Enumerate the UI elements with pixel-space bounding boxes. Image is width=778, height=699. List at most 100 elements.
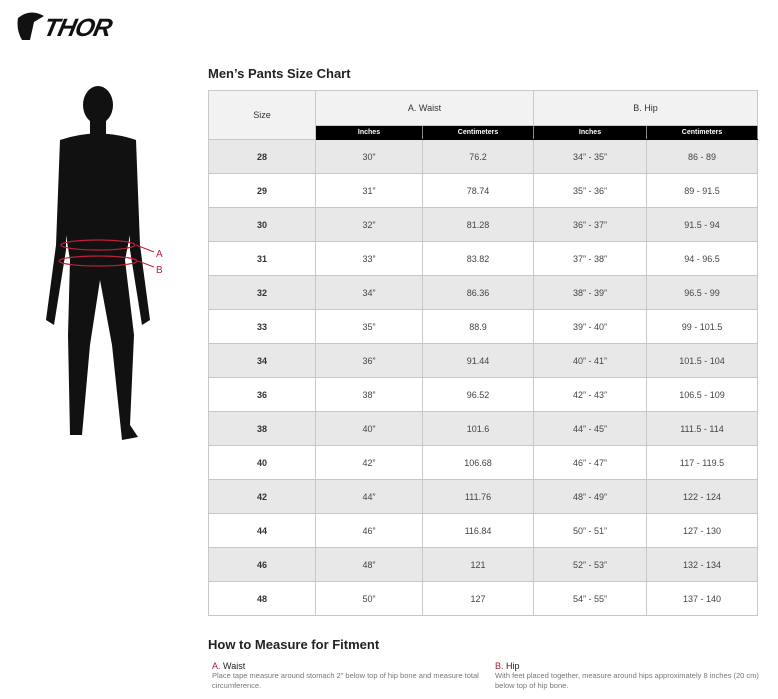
table-cell: 89 - 91.5 [646,173,758,208]
table-cell: 50” - 51” [533,513,647,548]
table-cell: 86 - 89 [646,139,758,174]
table-cell: 33” [315,241,423,276]
table-cell: 44” [315,479,423,514]
table-row: 36 38” 96.52 42” - 43” 106.5 - 109 [208,377,758,412]
table-cell: 121 [422,547,534,582]
table-cell: 76.2 [422,139,534,174]
table-cell: 101.6 [422,411,534,446]
marker-a: A [156,249,163,260]
table-cell: 127 [422,581,534,616]
table-row: 32 34” 86.36 38” - 39” 96.5 - 99 [208,275,758,310]
table-cell: 91.5 - 94 [646,207,758,242]
subheader: Centimeters [422,125,534,140]
table-cell: 96.5 - 99 [646,275,758,310]
table-cell: 38 [208,411,316,446]
table-cell: 29 [208,173,316,208]
table-row: 33 35” 88.9 39” - 40” 99 - 101.5 [208,309,758,344]
table-cell: 42 [208,479,316,514]
hip-label: Hip [506,661,520,671]
table-cell: 48 [208,581,316,616]
table-cell: 91.44 [422,343,534,378]
table-cell: 34 [208,343,316,378]
table-cell: 81.28 [422,207,534,242]
logo-text: THOR [41,14,114,42]
subheader: Inches [533,125,647,140]
hip-header: B. Hip [533,90,758,126]
table-row: 29 31” 78.74 35” - 36” 89 - 91.5 [208,173,758,208]
table-cell: 35” - 36” [533,173,647,208]
table-cell: 36 [208,377,316,412]
table-cell: 88.9 [422,309,534,344]
hip-letter: B. [495,661,504,671]
table-cell: 44 [208,513,316,548]
table-row: 34 36” 91.44 40” - 41” 101.5 - 104 [208,343,758,378]
waist-desc: Place tape measure around stomach 2” bel… [212,671,479,690]
table-row: 48 50” 127 54” - 55” 137 - 140 [208,581,758,616]
table-cell: 42” [315,445,423,480]
table-cell: 35” [315,309,423,344]
table-cell: 40 [208,445,316,480]
size-chart-table: Size A. Waist B. Hip Inches Centimeters … [208,90,758,616]
table-cell: 117 - 119.5 [646,445,758,480]
table-cell: 40” - 41” [533,343,647,378]
table-row: 30 32” 81.28 36” - 37” 91.5 - 94 [208,207,758,242]
table-cell: 46 [208,547,316,582]
table-cell: 111.5 - 114 [646,411,758,446]
table-cell: 31” [315,173,423,208]
table-cell: 42” - 43” [533,377,647,412]
table-cell: 34” [315,275,423,310]
table-cell: 127 - 130 [646,513,758,548]
table-cell: 99 - 101.5 [646,309,758,344]
page-title: Men’s Pants Size Chart [208,66,351,81]
table-cell: 36” - 37” [533,207,647,242]
table-cell: 52” - 53” [533,547,647,582]
table-cell: 33 [208,309,316,344]
table-row: 28 30” 76.2 34” - 35” 86 - 89 [208,139,758,174]
table-cell: 78.74 [422,173,534,208]
table-cell: 39” - 40” [533,309,647,344]
waist-label: Waist [223,661,246,671]
body-silhouette: A B [46,86,163,440]
table-cell: 38” [315,377,423,412]
table-row: 42 44” 111.76 48” - 49” 122 - 124 [208,479,758,514]
table-row: 38 40” 101.6 44” - 45” 111.5 - 114 [208,411,758,446]
table-cell: 46” [315,513,423,548]
table-cell: 40” [315,411,423,446]
waist-letter: A. [212,661,221,671]
table-cell: 54” - 55” [533,581,647,616]
table-cell: 46” - 47” [533,445,647,480]
table-cell: 31 [208,241,316,276]
marker-b: B [156,265,163,276]
table-cell: 38” - 39” [533,275,647,310]
table-cell: 116.84 [422,513,534,548]
table-cell: 30” [315,139,423,174]
table-cell: 106.68 [422,445,534,480]
table-cell: 32” [315,207,423,242]
table-cell: 111.76 [422,479,534,514]
table-cell: 96.52 [422,377,534,412]
hip-instructions: B. Hip With feet placed together, measur… [495,661,765,691]
table-cell: 137 - 140 [646,581,758,616]
table-cell: 36” [315,343,423,378]
waist-header: A. Waist [315,90,534,126]
subheader: Centimeters [646,125,758,140]
table-row: 44 46” 116.84 50” - 51” 127 - 130 [208,513,758,548]
subheader: Inches [315,125,423,140]
table-cell: 48” - 49” [533,479,647,514]
table-cell: 94 - 96.5 [646,241,758,276]
thor-logo [16,10,46,47]
table-cell: 44” - 45” [533,411,647,446]
table-cell: 106.5 - 109 [646,377,758,412]
table-cell: 34” - 35” [533,139,647,174]
table-cell: 48” [315,547,423,582]
table-row: 40 42” 106.68 46” - 47” 117 - 119.5 [208,445,758,480]
table-cell: 32 [208,275,316,310]
table-cell: 83.82 [422,241,534,276]
table-cell: 50” [315,581,423,616]
table-cell: 86.36 [422,275,534,310]
table-row: 46 48” 121 52” - 53” 132 - 134 [208,547,758,582]
how-to-title: How to Measure for Fitment [208,637,380,652]
helmet-icon [17,12,44,40]
table-cell: 122 - 124 [646,479,758,514]
waist-instructions: A. Waist Place tape measure around stoma… [212,661,482,691]
